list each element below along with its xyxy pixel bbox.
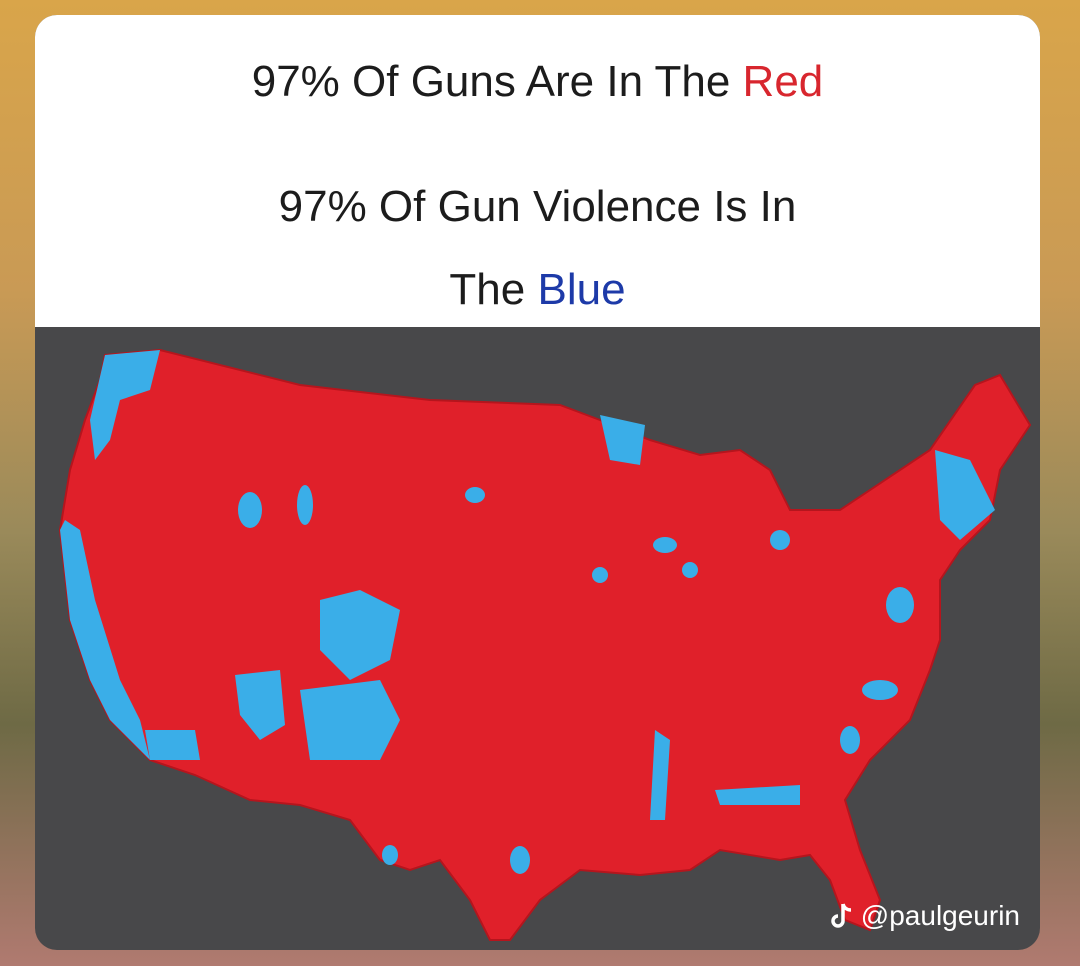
text: 97% Of Guns Are In The	[251, 57, 731, 106]
text: The	[449, 265, 526, 314]
region	[653, 537, 677, 553]
region	[60, 520, 150, 760]
header: 97% Of Guns Are In The Red 97% Of Gun Vi…	[35, 15, 1040, 327]
headline-2: 97% Of Gun Violence Is In	[35, 182, 1040, 232]
region	[886, 587, 914, 623]
region	[650, 730, 670, 820]
region	[840, 726, 860, 754]
region	[297, 485, 313, 525]
region	[935, 450, 995, 540]
region	[715, 785, 800, 805]
region	[90, 350, 160, 460]
region	[600, 415, 645, 465]
region	[235, 670, 285, 740]
text: 97% Of Gun Violence Is In	[278, 182, 797, 231]
highlight-blue: Blue	[537, 265, 626, 314]
handle: @paulgeurin	[860, 900, 1020, 931]
us-map	[58, 348, 1032, 941]
region	[465, 487, 485, 503]
blue-counties	[60, 350, 995, 874]
tiktok-icon	[831, 903, 851, 928]
headline-3: The Blue	[35, 265, 1040, 315]
region	[238, 492, 262, 528]
region	[382, 845, 398, 865]
region	[770, 530, 790, 550]
region	[682, 562, 698, 578]
region	[145, 730, 200, 760]
region	[862, 680, 898, 700]
highlight-red: Red	[742, 57, 824, 106]
region	[510, 846, 530, 874]
region	[320, 590, 400, 680]
region	[592, 567, 608, 583]
headline-1: 97% Of Guns Are In The Red	[35, 57, 1040, 107]
us-outline	[58, 348, 1032, 941]
watermark: @paulgeurin	[829, 900, 1020, 932]
region	[300, 680, 400, 760]
card: 97% Of Guns Are In The Red 97% Of Gun Vi…	[35, 15, 1040, 950]
